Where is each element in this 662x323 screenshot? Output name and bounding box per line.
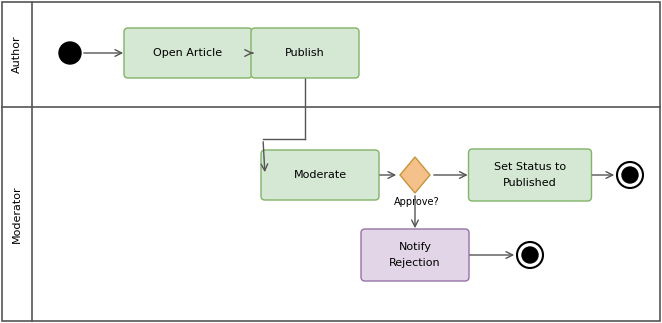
Circle shape (522, 247, 538, 263)
FancyBboxPatch shape (469, 149, 592, 201)
Text: Moderate: Moderate (293, 170, 347, 180)
Text: Set Status to: Set Status to (494, 162, 566, 172)
Text: Moderator: Moderator (12, 185, 22, 243)
Polygon shape (400, 157, 430, 193)
Text: Rejection: Rejection (389, 258, 441, 268)
Circle shape (59, 42, 81, 64)
Text: Publish: Publish (285, 48, 325, 58)
FancyBboxPatch shape (251, 28, 359, 78)
Text: Notify: Notify (399, 242, 432, 252)
Text: Author: Author (12, 36, 22, 73)
FancyBboxPatch shape (361, 229, 469, 281)
FancyBboxPatch shape (124, 28, 252, 78)
Circle shape (622, 167, 638, 183)
FancyBboxPatch shape (261, 150, 379, 200)
Text: Open Article: Open Article (154, 48, 222, 58)
Text: Approve?: Approve? (394, 197, 440, 207)
Text: Published: Published (503, 178, 557, 188)
